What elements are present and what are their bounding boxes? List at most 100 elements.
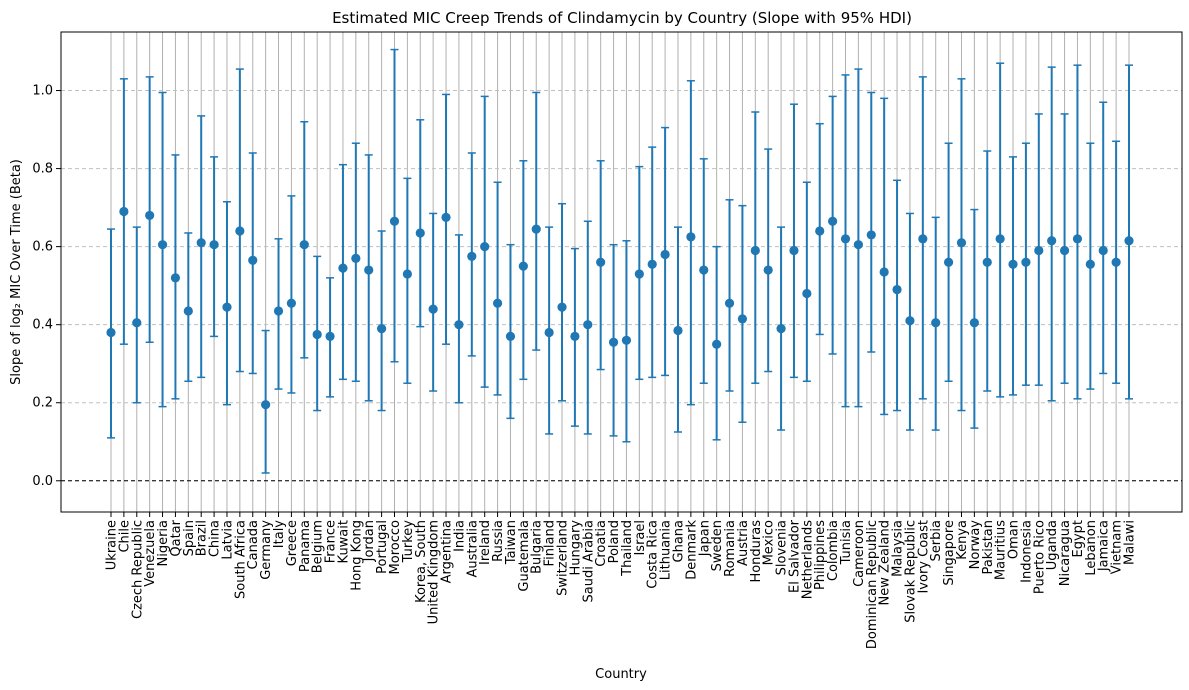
- slope-point: [389, 216, 400, 226]
- error-bar-27: [454, 234, 464, 404]
- slope-point: [789, 245, 799, 256]
- x-tick-label: Morocco: [388, 520, 403, 574]
- x-tick-label: Serbia: [929, 520, 944, 561]
- slope-point: [1098, 245, 1108, 256]
- x-tick-label: Pakistan: [981, 520, 996, 574]
- x-tick-label: Canada: [246, 520, 261, 569]
- x-tick-label: Philippines: [813, 520, 828, 590]
- error-bar-33: [531, 91, 541, 351]
- error-bar-44: [673, 226, 683, 433]
- error-bar-1: [119, 78, 129, 345]
- slope-point: [828, 216, 838, 226]
- x-tick-label: Romania: [723, 520, 738, 577]
- slope-point: [931, 318, 941, 328]
- x-tick-label: Vietnam: [1110, 520, 1125, 574]
- x-tick-label: Mauritius: [994, 520, 1009, 580]
- slope-point: [351, 253, 361, 263]
- y-tick-label: 1.0: [32, 84, 53, 99]
- x-tick-label: Netherlands: [800, 520, 815, 599]
- error-bar-62: [905, 212, 915, 431]
- slope-point: [106, 327, 116, 338]
- slope-point: [712, 339, 722, 349]
- slope-point: [840, 234, 851, 244]
- slope-point: [428, 304, 438, 314]
- slope-point: [492, 298, 503, 308]
- slope-point: [995, 234, 1005, 244]
- x-tick-label: New Zealand: [878, 520, 893, 605]
- slope-point: [338, 263, 348, 273]
- slope-point: [596, 257, 606, 267]
- slope-point: [480, 242, 490, 252]
- x-tick-label: Spain: [182, 520, 197, 556]
- y-tick-label: 0.0: [32, 474, 53, 489]
- x-tick-label: Egypt: [1071, 520, 1086, 558]
- error-bar-14: [286, 195, 297, 394]
- error-bar-31: [505, 243, 516, 420]
- error-bar-7: [196, 115, 206, 379]
- error-bar-58: [853, 68, 863, 408]
- error-bar-65: [943, 142, 954, 383]
- x-tick-label: Japan: [697, 520, 712, 557]
- error-bar-51: [763, 148, 773, 373]
- slope-point: [1085, 259, 1095, 269]
- error-bar-32: [518, 160, 528, 381]
- error-bar-77: [1098, 101, 1108, 375]
- error-bar-35: [557, 202, 567, 402]
- x-tick-label: Jordan: [362, 520, 377, 562]
- slope-point: [119, 206, 129, 217]
- slope-point: [183, 306, 193, 316]
- error-bar-69: [995, 62, 1005, 398]
- error-bar-61: [892, 179, 902, 412]
- slope-point: [273, 306, 284, 316]
- error-bar-22: [389, 48, 400, 363]
- y-axis-label: Slope of log₂ MIC Over Time (Beta): [9, 159, 24, 385]
- x-tick-label: Malawi: [1123, 520, 1138, 565]
- x-tick-label: Qatar: [169, 519, 184, 556]
- error-bar-45: [686, 80, 696, 406]
- x-tick-label: Russia: [491, 520, 506, 562]
- slope-point: [583, 320, 593, 330]
- error-bar-54: [802, 181, 812, 383]
- x-axis-label: Country: [595, 667, 647, 682]
- slope-point: [1047, 236, 1057, 246]
- x-tick-label: Switzerland: [556, 520, 571, 596]
- x-tick-label: Venezuela: [143, 520, 158, 587]
- slope-point: [570, 331, 580, 341]
- error-bar-48: [724, 199, 735, 392]
- x-tick-label: Nigeria: [156, 520, 171, 567]
- error-bar-18: [338, 163, 348, 381]
- slope-point: [815, 226, 825, 236]
- x-tick-label: India: [452, 520, 467, 552]
- error-bar-0: [106, 228, 116, 439]
- error-bar-64: [931, 216, 941, 431]
- slope-point: [377, 323, 387, 334]
- error-bar-56: [828, 95, 838, 355]
- slope-point: [235, 226, 245, 236]
- x-tick-label: Uganda: [1045, 520, 1060, 570]
- x-tick-label: Greece: [285, 520, 300, 566]
- error-bar-42: [647, 146, 657, 379]
- x-tick-label: Singapore: [942, 520, 957, 586]
- slope-point: [531, 224, 541, 234]
- x-tick-label: Guatemala: [517, 520, 532, 592]
- slope-point: [170, 273, 181, 283]
- x-tick-label: Austria: [736, 520, 751, 566]
- error-bar-72: [1034, 113, 1044, 386]
- x-tick-label: Argentina: [440, 520, 455, 583]
- slope-point: [608, 337, 619, 347]
- error-bar-4: [157, 91, 168, 408]
- chart-title: Estimated MIC Creep Trends of Clindamyci…: [332, 9, 912, 27]
- error-bar-15: [299, 121, 309, 359]
- error-bar-2: [132, 226, 142, 404]
- slope-point: [1111, 257, 1121, 267]
- x-tick-label: Hong Kong: [349, 520, 364, 591]
- x-tick-label: Jamaica: [1097, 520, 1112, 572]
- error-bar-50: [750, 111, 760, 384]
- error-bars: [106, 48, 1134, 474]
- error-bar-34: [544, 226, 554, 435]
- x-tick-label: Ukraine: [105, 520, 120, 570]
- x-tick-label: United Kingdom: [427, 520, 442, 624]
- x-tick-label: El Salvador: [787, 519, 802, 593]
